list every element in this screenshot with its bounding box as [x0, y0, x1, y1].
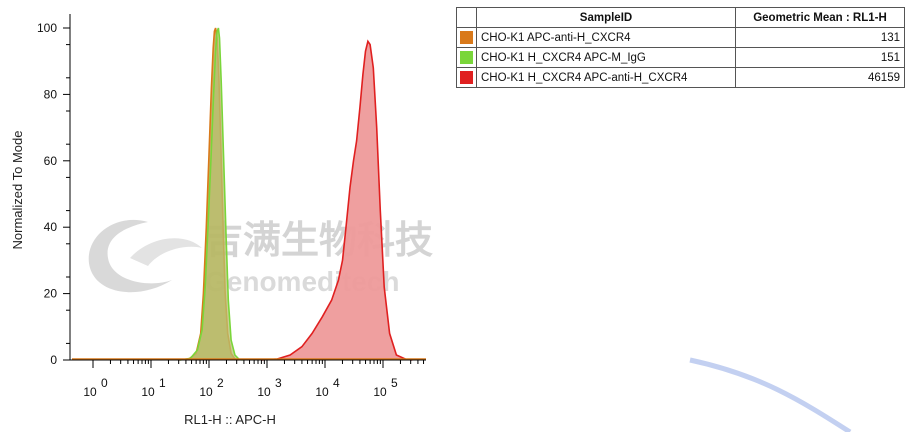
y-tick-label: 40 — [44, 220, 58, 234]
table-cell-value: 151 — [735, 47, 905, 68]
y-tick-label: 0 — [50, 353, 57, 367]
decorative-arc — [689, 357, 852, 432]
series-color-swatch — [460, 31, 473, 44]
table-row: CHO-K1 H_CXCR4 APC-M_IgG 151 — [456, 47, 905, 68]
series-line-2 — [180, 27, 243, 361]
watermark-logo-swoosh-icon — [130, 238, 202, 266]
table-header-swatch — [456, 7, 477, 28]
x-tick-label: 10 — [257, 385, 271, 399]
series-color-swatch — [460, 71, 473, 84]
series-fill-3 — [261, 41, 413, 361]
y-axis-title: Normalized To Mode — [10, 131, 25, 250]
series-line-3 — [261, 39, 413, 361]
x-axis-title: RL1-H :: APC-H — [184, 412, 276, 427]
y-tick-label: 100 — [37, 21, 57, 35]
x-tick-exponent: 5 — [391, 376, 398, 390]
x-tick-label: 10 — [83, 385, 97, 399]
x-tick-exponent: 0 — [101, 376, 108, 390]
table-cell-value: 46159 — [735, 67, 905, 88]
watermark-chinese: 吉满生物科技 — [205, 218, 433, 262]
y-tick-label: 60 — [44, 154, 58, 168]
table-row: CHO-K1 APC-anti-H_CXCR4 131 — [456, 27, 905, 48]
x-tick-exponent: 4 — [333, 376, 340, 390]
y-axis-ticks: 0 20 40 60 80 100 — [37, 21, 70, 367]
series-layer — [72, 27, 426, 361]
x-tick-exponent: 2 — [217, 376, 224, 390]
table-header-geometric-mean: Geometric Mean : RL1-H — [735, 7, 905, 28]
x-tick-exponent: 1 — [159, 376, 166, 390]
table-cell-sample: CHO-K1 H_CXCR4 APC-anti-H_CXCR4 — [476, 67, 736, 88]
x-tick-label: 10 — [199, 385, 213, 399]
x-axis-ticks: 10 0 10 1 10 2 10 3 10 4 10 5 — [83, 360, 425, 399]
table-cell-sample: CHO-K1 APC-anti-H_CXCR4 — [476, 27, 736, 48]
table-cell-sample: CHO-K1 H_CXCR4 APC-M_IgG — [476, 47, 736, 68]
watermark-logo-icon — [88, 219, 172, 293]
table-row: CHO-K1 H_CXCR4 APC-anti-H_CXCR4 46159 — [456, 67, 905, 88]
sample-legend-table: SampleID Geometric Mean : RL1-H CHO-K1 A… — [456, 7, 905, 88]
y-tick-label: 80 — [44, 87, 58, 101]
table-header-sampleid: SampleID — [476, 7, 736, 28]
series-color-swatch — [460, 51, 473, 64]
x-tick-label: 10 — [315, 385, 329, 399]
y-tick-label: 20 — [44, 287, 58, 301]
table-cell-value: 131 — [735, 27, 905, 48]
x-tick-exponent: 3 — [275, 376, 282, 390]
x-tick-label: 10 — [141, 385, 155, 399]
table-header-row: SampleID Geometric Mean : RL1-H — [456, 7, 905, 28]
x-tick-label: 10 — [373, 385, 387, 399]
